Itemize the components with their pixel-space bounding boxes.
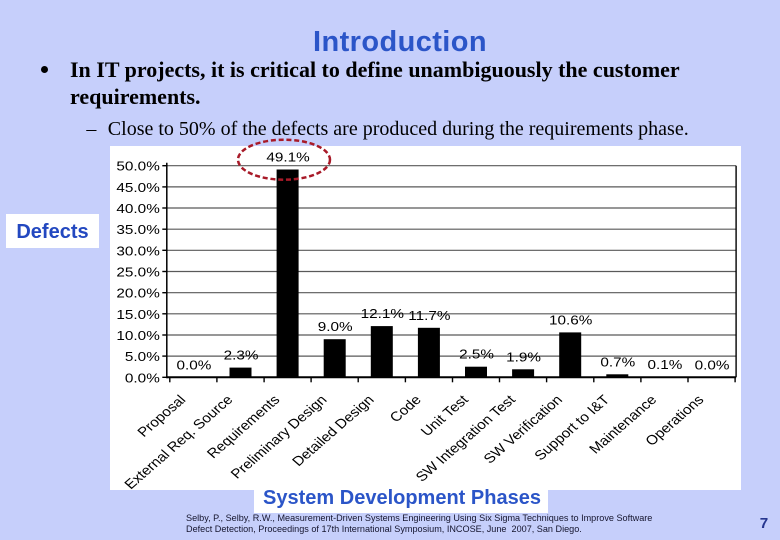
svg-text:35.0%: 35.0% [116,223,160,238]
svg-text:0.7%: 0.7% [600,355,635,370]
svg-text:0.1%: 0.1% [647,358,682,373]
svg-text:2.5%: 2.5% [459,348,494,363]
svg-text:49.1%: 49.1% [266,150,310,165]
svg-text:2.3%: 2.3% [224,348,259,363]
svg-text:1.9%: 1.9% [506,350,541,365]
svg-text:15.0%: 15.0% [116,308,160,323]
svg-text:12.1%: 12.1% [361,307,405,322]
svg-text:30.0%: 30.0% [116,244,160,259]
svg-text:0.0%: 0.0% [125,371,160,386]
svg-text:20.0%: 20.0% [116,287,160,302]
svg-text:45.0%: 45.0% [116,181,160,196]
svg-text:0.0%: 0.0% [176,358,211,373]
svg-text:0.0%: 0.0% [695,358,730,373]
svg-text:25.0%: 25.0% [116,265,160,280]
svg-text:10.0%: 10.0% [116,329,160,344]
svg-text:5.0%: 5.0% [125,350,160,365]
svg-text:40.0%: 40.0% [116,202,160,217]
svg-text:10.6%: 10.6% [549,313,593,328]
svg-text:11.7%: 11.7% [408,309,450,324]
svg-text:9.0%: 9.0% [318,320,353,335]
svg-text:50.0%: 50.0% [116,160,160,175]
